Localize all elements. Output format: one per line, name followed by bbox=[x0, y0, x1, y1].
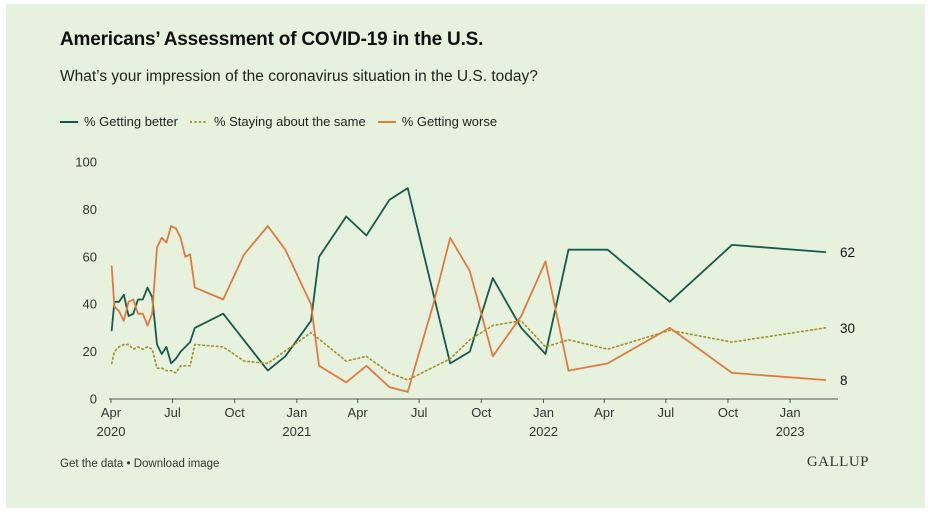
chart-title: Americans’ Assessment of COVID-19 in the… bbox=[60, 29, 484, 50]
series-line-worse bbox=[110, 225, 827, 393]
footer-separator: • bbox=[123, 458, 134, 470]
legend-label-worse: % Getting worse bbox=[401, 114, 498, 129]
x-tick-label: Jan bbox=[780, 405, 801, 420]
x-tick-label: Jan bbox=[533, 405, 554, 420]
x-tick-label: Oct bbox=[471, 405, 492, 420]
legend-label-same: % Staying about the same bbox=[213, 114, 366, 129]
y-tick-label: 60 bbox=[83, 249, 97, 264]
series-end-label: 62 bbox=[840, 245, 855, 260]
x-tick-label: Apr bbox=[101, 405, 122, 420]
x-tick-year-label: 2021 bbox=[282, 424, 311, 439]
legend-item-same: % Staying about the same bbox=[189, 114, 366, 129]
series-end-label: 8 bbox=[840, 373, 848, 388]
chart-card bbox=[6, 4, 925, 508]
x-tick-year-label: 2022 bbox=[529, 424, 558, 439]
footer-links: Get the data • Download image bbox=[60, 458, 219, 470]
download-image-link[interactable]: Download image bbox=[133, 458, 220, 470]
legend-label-better: % Getting better bbox=[84, 114, 178, 129]
chart-subtitle: What’s your impression of the coronaviru… bbox=[60, 68, 538, 85]
gallup-logo: GALLUP bbox=[806, 454, 869, 470]
x-tick-label: Apr bbox=[348, 405, 369, 420]
x-tick-label: Jan bbox=[286, 405, 307, 420]
legend-swatch-better bbox=[60, 120, 78, 123]
x-tick-label: Jul bbox=[657, 405, 674, 420]
x-tick-year-label: 2020 bbox=[97, 424, 126, 439]
legend-swatch-same bbox=[189, 120, 208, 123]
y-tick-label: 20 bbox=[83, 344, 97, 359]
chart-legend: % Getting better % Staying about the sam… bbox=[60, 114, 509, 129]
y-tick-label: 40 bbox=[83, 297, 97, 312]
y-tick-label: 80 bbox=[83, 202, 97, 217]
legend-swatch-worse bbox=[377, 120, 396, 123]
legend-item-better: % Getting better bbox=[60, 114, 178, 129]
x-tick-label: Oct bbox=[225, 405, 246, 420]
x-tick-label: Oct bbox=[718, 405, 739, 420]
x-tick-label: Apr bbox=[594, 405, 615, 420]
series-line-better bbox=[110, 187, 827, 372]
x-tick-label: Jul bbox=[164, 405, 181, 420]
get-data-link[interactable]: Get the data bbox=[60, 458, 124, 470]
y-tick-label: 0 bbox=[90, 392, 97, 407]
x-tick-year-label: 2023 bbox=[776, 424, 805, 439]
series-end-label: 30 bbox=[840, 321, 855, 336]
legend-item-worse: % Getting worse bbox=[377, 114, 498, 129]
x-tick-label: Jul bbox=[411, 405, 428, 420]
series-line-same bbox=[110, 319, 827, 381]
y-tick-label: 100 bbox=[75, 155, 97, 170]
